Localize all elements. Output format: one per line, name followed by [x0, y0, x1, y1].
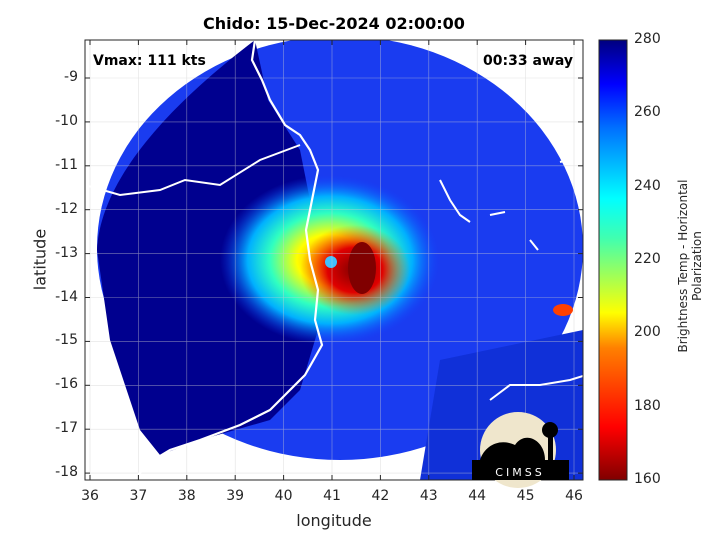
grid	[85, 40, 583, 480]
y-tick-label: -14	[55, 288, 78, 305]
x-tick-label: 38	[177, 488, 196, 504]
colorbar-label: Brightness Temp - Horizontal Polarizatio…	[676, 179, 704, 353]
colorbar-tick-label: 280	[634, 31, 661, 47]
land-region	[97, 40, 318, 455]
y-tick-label: -18	[55, 464, 78, 481]
y-tick-label: -11	[55, 156, 78, 173]
time-away-label: 00:33 away	[483, 53, 573, 69]
coastline	[137, 40, 324, 476]
plot-title: Chido: 15-Dec-2024 02:00:00	[203, 14, 465, 33]
y-tick-label: -12	[55, 200, 78, 217]
y-tick-label: -9	[64, 69, 78, 85]
colorbar-tick-label: 180	[634, 397, 661, 414]
x-tick-label: 45	[516, 488, 535, 504]
plot-frame	[84, 39, 584, 481]
colorbar-tick-label: 260	[634, 104, 661, 121]
x-tick-label: 36	[81, 488, 99, 504]
x-tick-label: 43	[419, 488, 438, 504]
x-tick-label: 40	[274, 488, 293, 504]
y-tick-label: -17	[55, 420, 78, 437]
y-tick-label: -16	[55, 376, 78, 393]
x-tick-label: 46	[565, 488, 583, 504]
colorbar	[598, 39, 628, 481]
x-tick-label: 42	[371, 488, 390, 504]
y-tick-label: -10	[55, 112, 78, 129]
x-tick-label: 44	[468, 488, 487, 504]
vmax-label: Vmax: 111 kts	[93, 53, 206, 69]
colorbar-tick-label: 160	[634, 471, 661, 487]
colorbar-tick-label: 240	[634, 177, 661, 194]
colorbar-tick-label: 220	[634, 251, 661, 267]
x-tick-label: 37	[129, 488, 148, 504]
x-tick-label: 41	[323, 488, 341, 504]
y-tick-label: -15	[55, 332, 78, 349]
y-tick-label: -13	[55, 244, 78, 261]
cimss-logo: CIMSS	[472, 412, 569, 488]
colorbar-tick-label: 200	[634, 324, 661, 341]
x-tick-label: 39	[226, 488, 245, 504]
svg-text:CIMSS: CIMSS	[495, 466, 544, 479]
x-axis-label: longitude	[296, 511, 372, 530]
